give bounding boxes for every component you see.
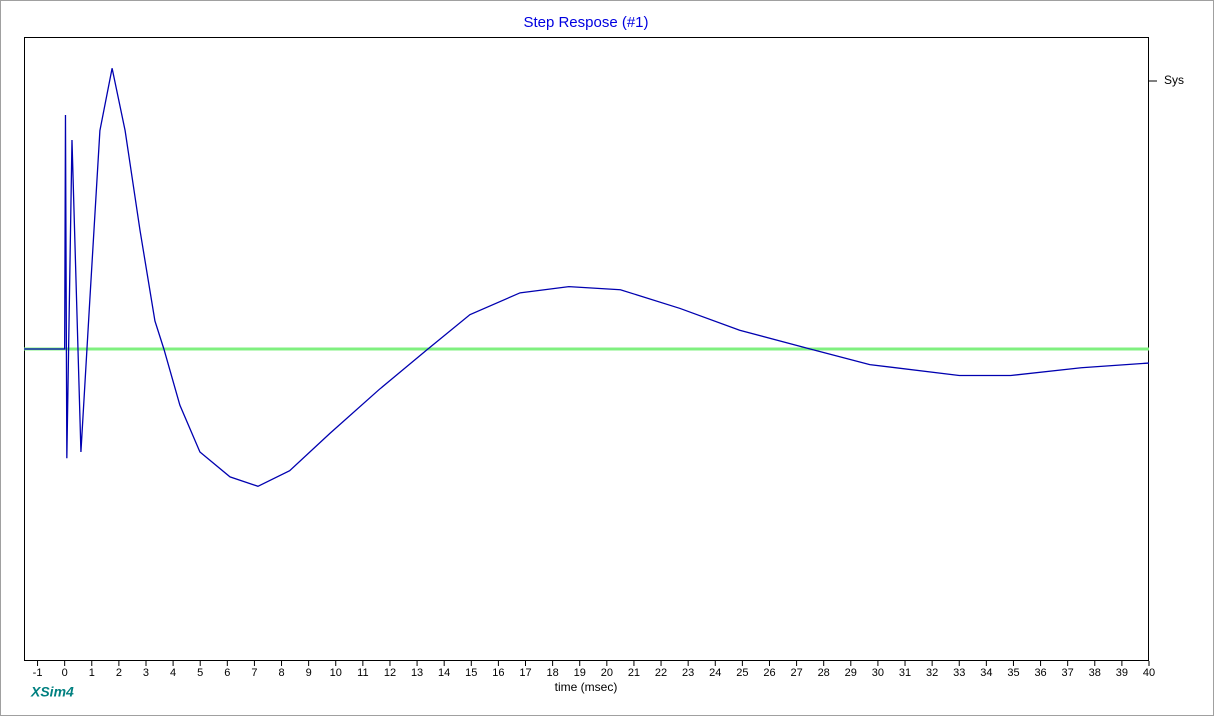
- x-tick-label: 29: [845, 667, 857, 679]
- x-tick-label: 3: [143, 667, 149, 679]
- x-tick-label: 34: [980, 667, 992, 679]
- x-tick-label: 33: [953, 667, 965, 679]
- x-tick-label: 30: [872, 667, 884, 679]
- x-tick-label: 17: [519, 667, 531, 679]
- x-tick-label: 16: [492, 667, 504, 679]
- x-tick-label: 38: [1089, 667, 1101, 679]
- x-tick-label: 11: [357, 667, 368, 679]
- x-tick-label: 32: [926, 667, 938, 679]
- x-tick-label: 40: [1143, 667, 1155, 679]
- x-tick-label: 12: [384, 667, 396, 679]
- x-tick-label: 15: [465, 667, 477, 679]
- chart-title: Step Respose (#1): [523, 14, 648, 31]
- x-tick-label: 37: [1062, 667, 1074, 679]
- x-tick-label: 23: [682, 667, 694, 679]
- x-tick-label: 2: [116, 667, 122, 679]
- x-tick-label: 7: [251, 667, 257, 679]
- x-tick-label: 35: [1007, 667, 1019, 679]
- x-tick-label: 20: [601, 667, 613, 679]
- legend-label: Sys: [1164, 73, 1184, 87]
- x-tick-label: 28: [818, 667, 830, 679]
- x-tick-label: -1: [33, 667, 43, 679]
- x-tick-label: 13: [411, 667, 423, 679]
- watermark: XSim4: [30, 684, 74, 700]
- x-tick-label: 10: [330, 667, 342, 679]
- x-axis-label: time (msec): [555, 680, 618, 694]
- x-tick-label: 14: [438, 667, 450, 679]
- x-tick-label: 22: [655, 667, 667, 679]
- series-line: [24, 68, 1150, 487]
- x-tick-label: 0: [62, 667, 68, 679]
- x-tick-label: 6: [224, 667, 230, 679]
- x-tick-label: 19: [574, 667, 586, 679]
- x-tick-label: 36: [1034, 667, 1046, 679]
- x-tick-label: 24: [709, 667, 721, 679]
- x-tick-label: 25: [736, 667, 748, 679]
- x-tick-label: 1: [89, 667, 95, 679]
- x-tick-label: 21: [628, 667, 640, 679]
- x-tick-label: 4: [170, 667, 176, 679]
- x-tick-label: 9: [306, 667, 312, 679]
- x-tick-label: 26: [763, 667, 775, 679]
- x-tick-label: 18: [546, 667, 558, 679]
- x-tick-label: 5: [197, 667, 203, 679]
- x-tick-label: 27: [790, 667, 802, 679]
- x-tick-label: 31: [899, 667, 911, 679]
- x-tick-label: 8: [278, 667, 284, 679]
- x-tick-label: 39: [1116, 667, 1128, 679]
